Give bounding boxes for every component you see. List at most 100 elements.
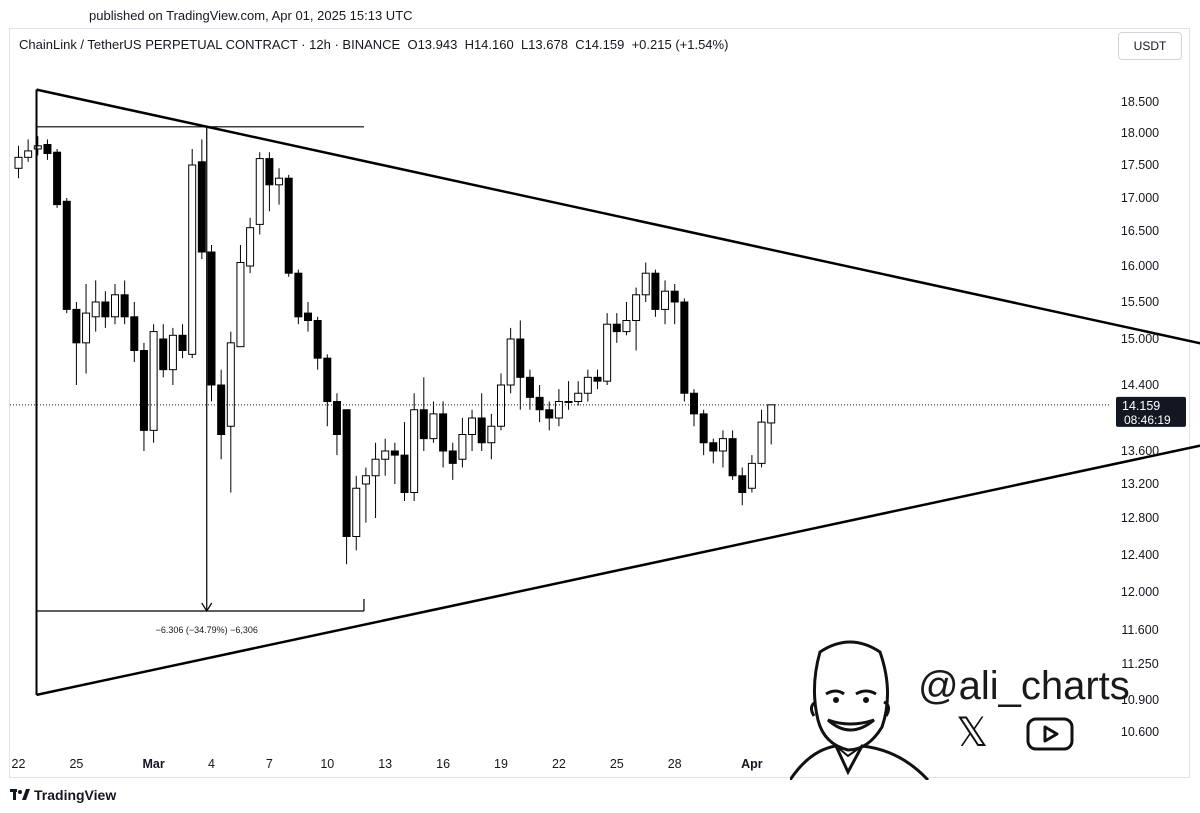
x-logo-icon[interactable]: 𝕏 <box>956 711 989 755</box>
candle[interactable] <box>497 373 505 431</box>
candle[interactable] <box>197 139 206 259</box>
candle[interactable] <box>603 313 612 385</box>
candle[interactable] <box>593 369 602 390</box>
candle[interactable] <box>139 342 148 451</box>
candle[interactable] <box>632 287 641 351</box>
candle[interactable] <box>53 149 62 208</box>
candle[interactable] <box>342 409 351 565</box>
x-axis-label: Mar <box>142 757 164 771</box>
candle[interactable] <box>236 245 245 348</box>
candle[interactable] <box>14 145 23 179</box>
candle[interactable] <box>390 442 399 484</box>
candle[interactable] <box>535 385 544 423</box>
candle[interactable] <box>82 284 91 374</box>
candle[interactable] <box>149 324 158 443</box>
candle[interactable] <box>294 269 303 325</box>
candle[interactable] <box>361 467 370 523</box>
candle[interactable] <box>429 401 438 443</box>
candle[interactable] <box>690 389 698 427</box>
candle[interactable] <box>284 174 293 277</box>
candle[interactable] <box>506 327 515 394</box>
x-axis-label: 4 <box>208 757 215 771</box>
candle[interactable] <box>680 298 689 402</box>
bull-candle-body <box>564 401 573 403</box>
candle[interactable] <box>207 245 216 402</box>
candle[interactable] <box>612 313 621 343</box>
y-axis-label: 13.600 <box>1121 444 1159 458</box>
tradingview-footer[interactable]: TradingView <box>10 787 116 803</box>
candle[interactable] <box>468 409 477 451</box>
candle[interactable] <box>767 404 776 445</box>
bull-candle-body <box>371 458 380 477</box>
bear-candle-body <box>400 454 409 493</box>
candle[interactable] <box>226 331 235 493</box>
y-axis-label: 15.500 <box>1121 295 1159 309</box>
candle[interactable] <box>33 136 42 156</box>
symbol-name[interactable]: ChainLink / TetherUS PERPETUAL CONTRACT … <box>19 37 401 52</box>
candle[interactable] <box>564 381 573 410</box>
candle[interactable] <box>313 316 322 370</box>
candle[interactable] <box>101 291 110 328</box>
candle[interactable] <box>120 280 129 325</box>
candle[interactable] <box>255 152 264 235</box>
candle[interactable] <box>728 430 737 480</box>
bear-candle-body <box>516 338 525 378</box>
bear-candle-body <box>139 350 148 431</box>
candle[interactable] <box>62 198 71 314</box>
candle[interactable] <box>448 442 457 480</box>
candle[interactable] <box>709 438 718 464</box>
candle[interactable] <box>651 269 660 317</box>
candle[interactable] <box>111 284 119 325</box>
candle[interactable] <box>718 430 727 468</box>
candle[interactable] <box>747 455 756 493</box>
candle[interactable] <box>670 284 679 325</box>
bull-candle-body <box>718 438 727 452</box>
candle[interactable] <box>516 320 525 410</box>
candle[interactable] <box>757 409 766 468</box>
candle[interactable] <box>91 280 100 332</box>
candle[interactable] <box>545 401 554 431</box>
candle[interactable] <box>188 149 197 359</box>
bear-candle-body <box>304 312 312 322</box>
candle[interactable] <box>352 475 361 551</box>
candle[interactable] <box>178 324 187 359</box>
youtube-icon[interactable] <box>1026 717 1074 751</box>
candle[interactable] <box>738 467 747 506</box>
candle[interactable] <box>371 442 380 518</box>
candle[interactable] <box>400 422 409 501</box>
candle[interactable] <box>410 393 419 501</box>
candle[interactable] <box>574 381 583 406</box>
candle[interactable] <box>217 369 226 460</box>
candle[interactable] <box>699 409 708 456</box>
candle[interactable] <box>72 302 81 385</box>
candle[interactable] <box>439 401 448 468</box>
candle[interactable] <box>159 324 168 378</box>
candle[interactable] <box>43 139 52 160</box>
candle[interactable] <box>477 393 486 451</box>
triangle-upper-trendline[interactable] <box>36 88 1200 395</box>
x-axis-label: 28 <box>668 757 682 771</box>
candle[interactable] <box>332 393 341 456</box>
candle[interactable] <box>458 418 467 468</box>
candle[interactable] <box>583 369 592 402</box>
candle[interactable] <box>246 217 255 274</box>
bear-candle-body <box>651 272 660 310</box>
candle[interactable] <box>168 327 177 385</box>
candle[interactable] <box>130 302 139 362</box>
candle[interactable] <box>641 262 650 303</box>
candle[interactable] <box>24 139 33 162</box>
candle[interactable] <box>275 168 284 205</box>
candle[interactable] <box>381 438 390 476</box>
candle[interactable] <box>265 152 274 212</box>
currency-button[interactable]: USDT <box>1118 32 1182 60</box>
candle[interactable] <box>554 389 563 427</box>
candle[interactable] <box>622 302 631 336</box>
candle[interactable] <box>323 354 332 427</box>
candle[interactable] <box>419 377 428 451</box>
candle[interactable] <box>525 369 534 410</box>
candle[interactable] <box>304 302 312 332</box>
candle[interactable] <box>661 280 670 325</box>
triangle-lower-trendline[interactable] <box>36 395 1200 697</box>
candle[interactable] <box>487 413 496 460</box>
